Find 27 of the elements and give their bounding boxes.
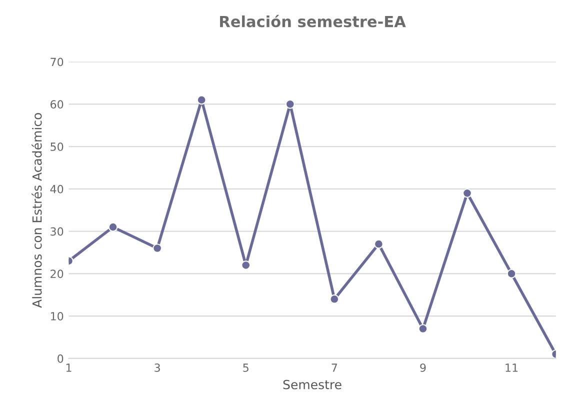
x-axis-title: Semestre: [283, 380, 342, 390]
point: [285, 99, 295, 109]
x-tick-label: 5: [243, 364, 248, 372]
point: [108, 222, 118, 232]
point: [374, 239, 384, 249]
y-tick-label: 10: [50, 312, 64, 320]
x-tick-label: 11: [506, 364, 518, 372]
point: [506, 269, 516, 278]
x-tick-label: 9: [420, 363, 426, 372]
x-tick-label: 3: [154, 363, 160, 372]
x-tick-label: 1: [66, 364, 72, 372]
y-tick-label: 60: [50, 100, 64, 109]
y-tick-label: 0: [58, 354, 64, 363]
point: [330, 294, 340, 304]
y-tick-label: 70: [50, 58, 64, 66]
y-tick-label: 20: [50, 270, 64, 278]
x-tick-label: 7: [332, 364, 338, 372]
chart-title: Relación semestre-EA: [220, 14, 406, 28]
y-tick-label: 30: [50, 227, 64, 236]
point: [241, 260, 251, 270]
y-axis-title: Alumnos con Estrés Académico: [32, 113, 42, 308]
y-tick-label: 40: [50, 184, 64, 194]
point: [418, 324, 428, 334]
point: [152, 244, 162, 253]
point: [196, 95, 206, 105]
point: [462, 188, 472, 198]
y-tick-label: 50: [50, 142, 64, 151]
